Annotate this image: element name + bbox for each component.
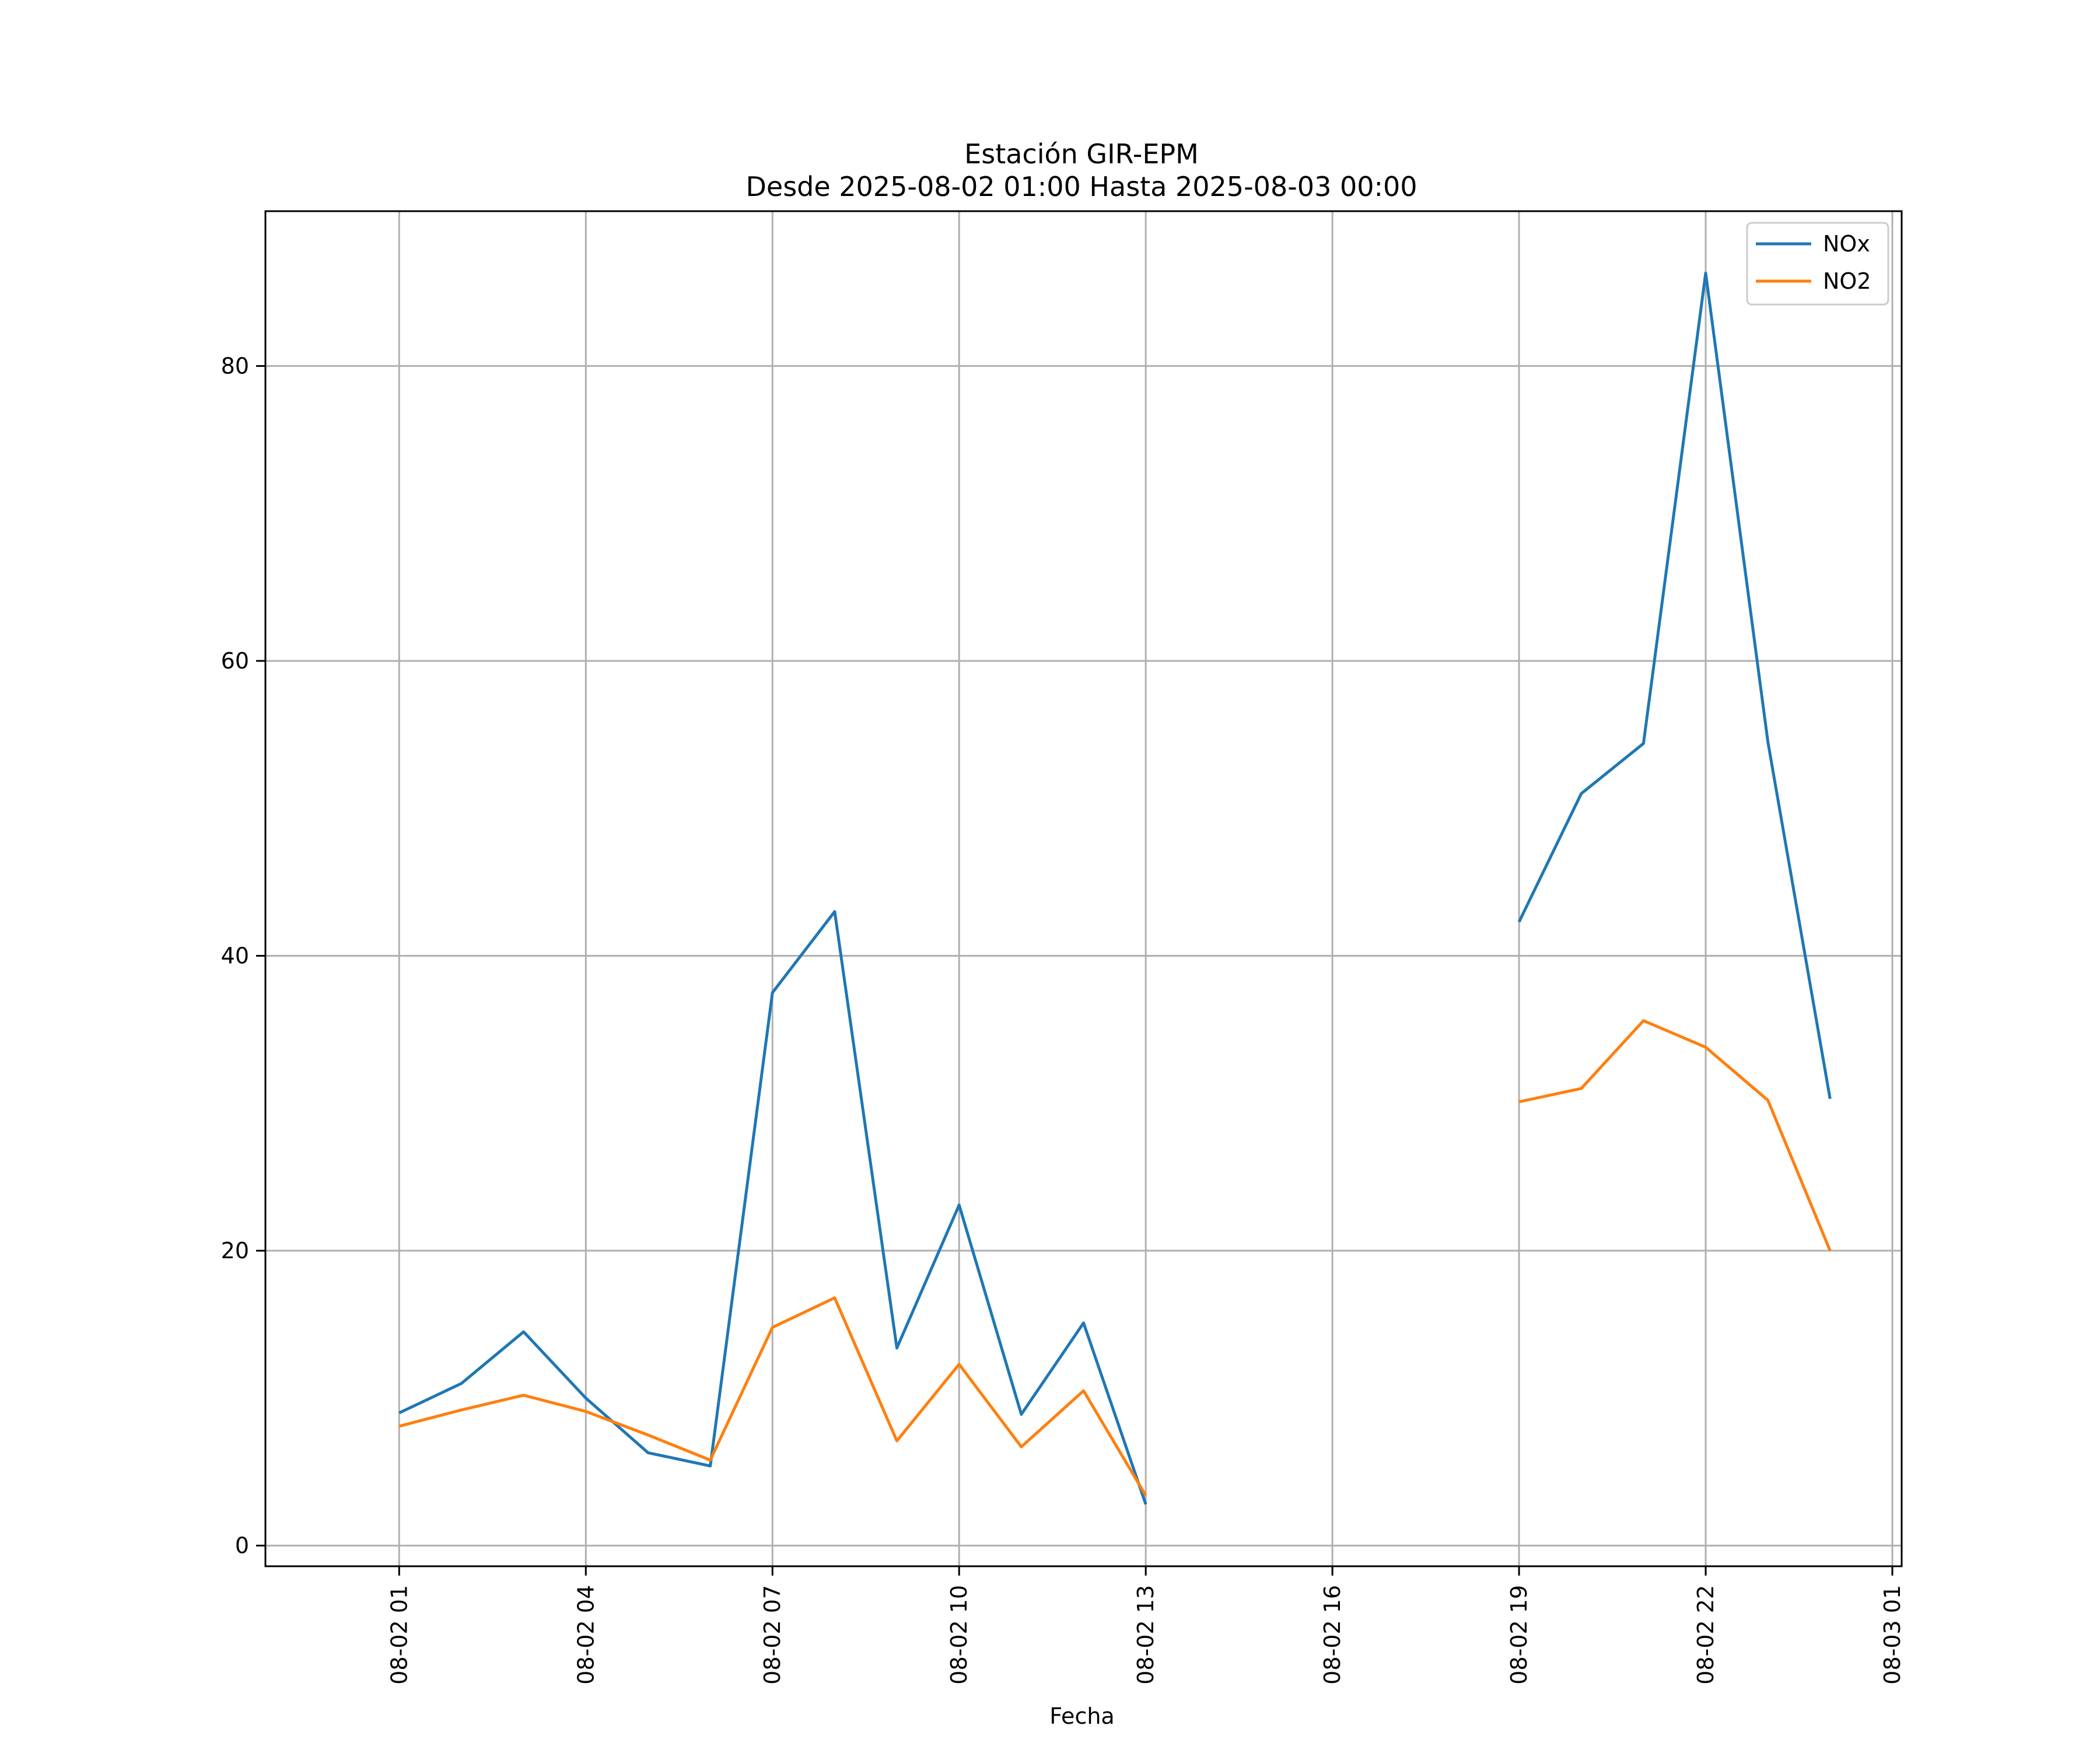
series-line-nox: [398, 271, 1832, 1505]
x-tick-label: 08-02 22: [1693, 1585, 1718, 1685]
x-tick-label: 08-02 16: [1320, 1585, 1345, 1685]
y-tick-label: 0: [235, 1533, 249, 1559]
chart-title: Estación GIR-EPM: [964, 138, 1199, 170]
plot-area-frame: [264, 210, 1903, 1567]
plot-series: [398, 271, 1832, 1505]
y-axis-ticks: 0 20 40 60 80: [221, 353, 265, 1559]
x-tick-label: 08-02 19: [1506, 1585, 1532, 1685]
y-tick-label: 20: [221, 1238, 249, 1264]
legend-label-no2: NO2: [1823, 268, 1871, 294]
x-axis-label: Fecha: [1049, 1703, 1114, 1729]
x-tick-label: 08-02 13: [1133, 1585, 1158, 1685]
x-tick-label: 08-02 10: [946, 1585, 972, 1685]
y-tick-label: 60: [221, 648, 249, 674]
y-tick-label: 80: [221, 353, 249, 379]
legend: NOx NO2: [1746, 222, 1889, 306]
x-axis-ticks: 08-02 01 08-02 04 08-02 07 08-02 10 08-02 13…: [386, 1566, 1905, 1685]
legend-label-nox: NOx: [1823, 231, 1870, 257]
x-tick-label: 08-02 01: [386, 1585, 412, 1685]
chart-subtitle: Desde 2025-08-02 01:00 Hasta 2025-08-03 …: [746, 171, 1417, 202]
series-line-no2: [398, 1019, 1832, 1496]
y-tick-label: 40: [221, 943, 249, 969]
x-tick-label: 08-03 01: [1880, 1585, 1905, 1685]
x-tick-label: 08-02 04: [573, 1585, 598, 1685]
grid: [265, 211, 1902, 1566]
x-tick-label: 08-02 07: [760, 1585, 785, 1685]
